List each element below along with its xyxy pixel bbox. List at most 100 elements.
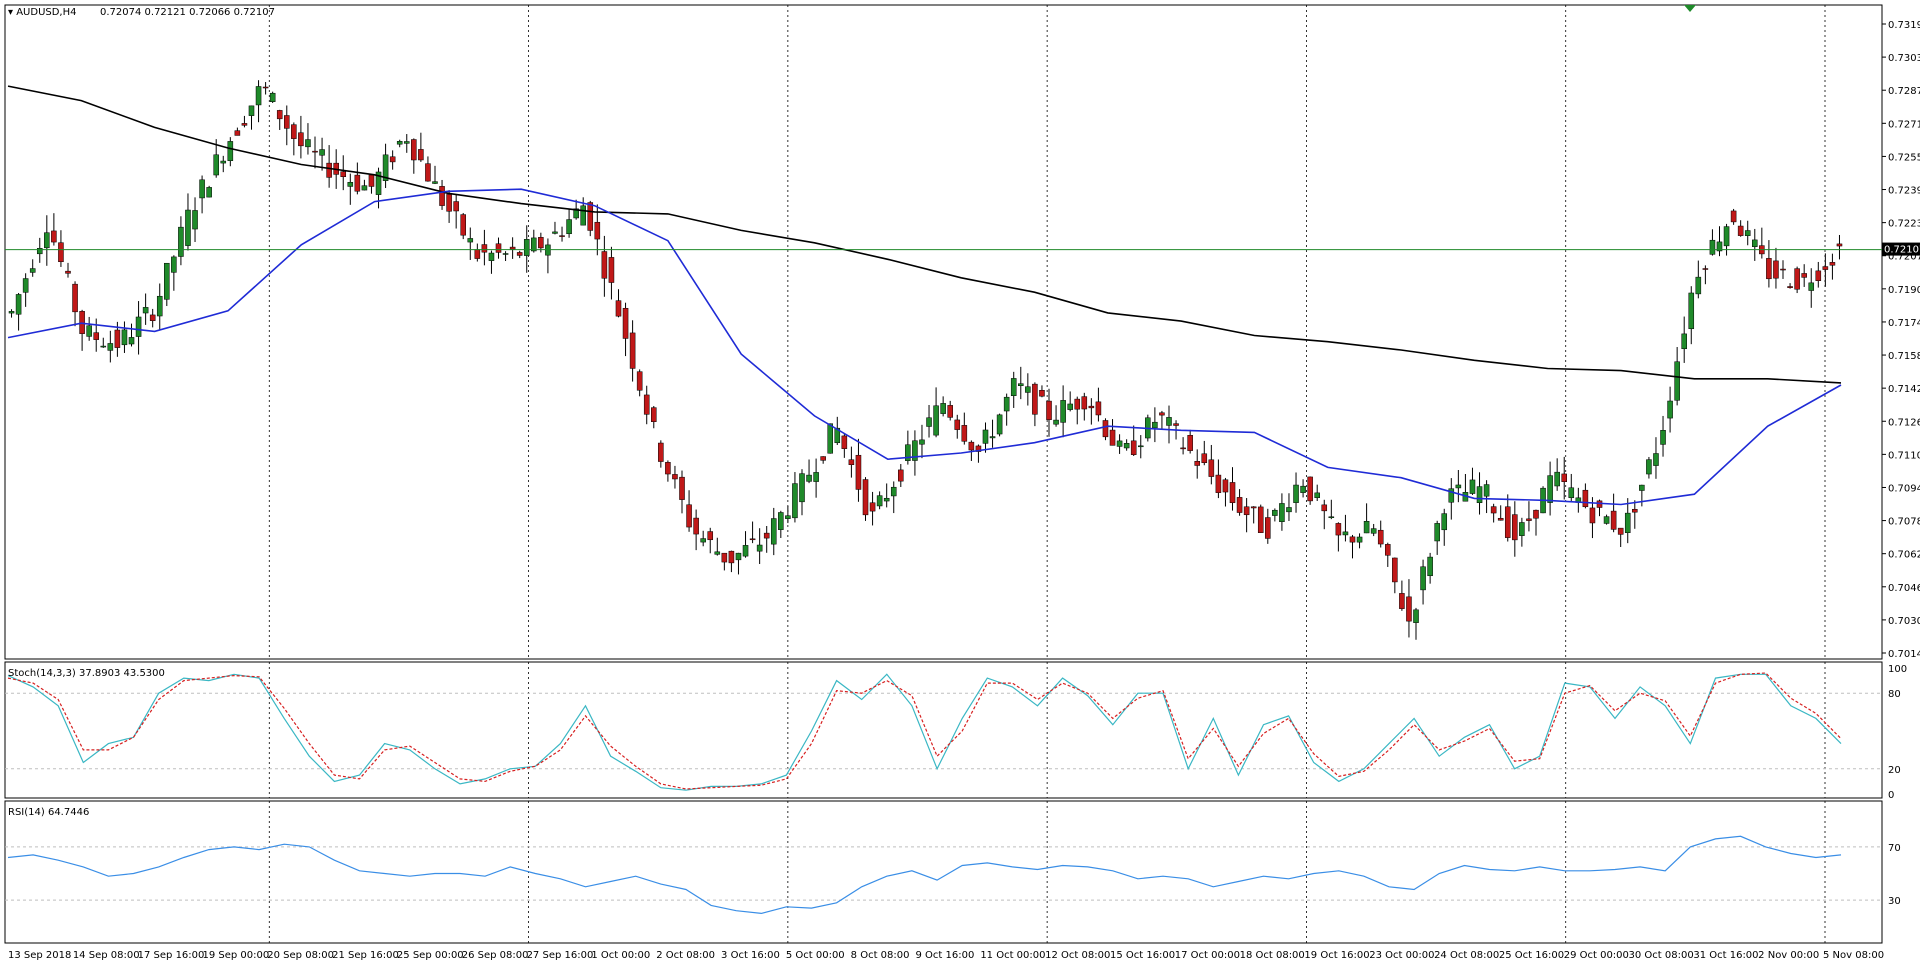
- time-tick-label: 15 Oct 16:00: [1110, 950, 1175, 961]
- bear-candle: [1088, 405, 1095, 409]
- bull-candle: [213, 154, 219, 176]
- bear-candle: [516, 252, 523, 256]
- bear-candle: [1194, 461, 1200, 466]
- bull-candle: [785, 515, 791, 519]
- bear-candle: [495, 243, 502, 253]
- bear-candle: [608, 257, 615, 283]
- bull-candle: [905, 444, 911, 461]
- bear-candle: [453, 201, 459, 212]
- bear-candle: [389, 156, 396, 163]
- bull-candle: [305, 139, 311, 148]
- bull-candle: [778, 512, 784, 530]
- bull-candle: [319, 149, 325, 156]
- bear-candle: [1236, 497, 1243, 513]
- main-pane-border: [4, 4, 1883, 660]
- bull-candle: [1695, 276, 1702, 295]
- bear-candle: [291, 124, 297, 139]
- bull-candle: [1328, 516, 1335, 518]
- bear-candle: [1829, 262, 1836, 266]
- bear-candle: [954, 419, 961, 430]
- bear-candle: [1836, 243, 1843, 247]
- bear-candle: [312, 150, 318, 153]
- stoch-tick-label: 20: [1888, 765, 1901, 776]
- price-tick-label: 0.72715: [1888, 119, 1920, 130]
- bull-candle: [396, 141, 403, 145]
- time-tick-label: 26 Sep 08:00: [462, 950, 529, 961]
- bear-candle: [58, 242, 64, 263]
- time-tick-label: 30 Oct 08:00: [1629, 950, 1694, 961]
- bull-candle: [44, 232, 50, 249]
- bull-candle: [1688, 292, 1695, 330]
- bull-candle: [1363, 521, 1370, 534]
- chart-shift-marker[interactable]: [1684, 5, 1696, 12]
- bear-candle: [284, 115, 290, 129]
- bear-candle: [276, 110, 283, 120]
- bull-candle: [220, 160, 227, 164]
- price-tick-label: 0.70465: [1888, 583, 1920, 594]
- bear-candle: [51, 230, 57, 243]
- time-tick-label: 9 Oct 16:00: [916, 950, 975, 961]
- bull-candle: [1455, 484, 1462, 489]
- bull-candle: [121, 329, 128, 346]
- bull-candle: [933, 405, 939, 436]
- bear-candle: [1561, 473, 1567, 482]
- bull-candle: [1272, 509, 1278, 516]
- bear-candle: [1822, 266, 1829, 270]
- bull-candle: [1300, 485, 1306, 493]
- bull-candle: [206, 187, 212, 198]
- bull-candle: [361, 185, 368, 191]
- bear-candle: [601, 251, 608, 279]
- price-tick-label: 0.73195: [1888, 20, 1920, 31]
- bear-candle: [1265, 517, 1271, 539]
- moving-averages: [7, 85, 1842, 506]
- time-tick-label: 19 Sep 00:00: [202, 950, 269, 961]
- bear-candle: [1399, 593, 1405, 609]
- price-tick-label: 0.71105: [1888, 450, 1920, 461]
- bear-candle: [1589, 507, 1596, 524]
- stoch-tick-label: 80: [1888, 689, 1901, 700]
- bull-candle: [100, 345, 107, 348]
- bull-candle: [531, 237, 537, 252]
- price-tick-label: 0.71905: [1888, 285, 1920, 296]
- bear-candle: [1102, 420, 1109, 438]
- bear-candle: [1504, 506, 1511, 538]
- bull-candle: [940, 403, 946, 414]
- bear-candle: [1130, 440, 1137, 455]
- bear-candle: [1385, 544, 1391, 556]
- bull-candle: [1286, 507, 1292, 513]
- stoch-signal-line: [7, 672, 1842, 790]
- time-tick-label: 23 Oct 00:00: [1369, 950, 1434, 961]
- candles[interactable]: [8, 80, 1843, 640]
- bear-candle: [1737, 225, 1744, 236]
- bear-candle: [587, 202, 594, 231]
- bear-candle: [1321, 504, 1328, 512]
- bull-candle: [756, 544, 763, 552]
- bear-candle: [1392, 557, 1398, 583]
- bear-candle: [1187, 435, 1193, 451]
- bull-candle: [1639, 484, 1645, 491]
- price-tick-label: 0.70140: [1888, 649, 1920, 660]
- time-tick-label: 12 Oct 08:00: [1045, 950, 1110, 961]
- bull-candle: [178, 226, 184, 257]
- price-tick-label: 0.71585: [1888, 351, 1920, 362]
- bear-candle: [481, 244, 488, 253]
- price-tick-label: 0.70625: [1888, 550, 1920, 561]
- bull-candle: [164, 262, 170, 300]
- bull-candle: [1723, 226, 1730, 247]
- bull-candle: [1314, 492, 1320, 498]
- bull-candle: [1420, 566, 1426, 591]
- bear-candle: [1243, 506, 1250, 516]
- rsi-tick-label: 30: [1888, 896, 1901, 907]
- bull-candle: [467, 238, 474, 243]
- bull-candle: [523, 239, 530, 256]
- bull-candle: [171, 256, 177, 273]
- time-tick-label: 24 Oct 08:00: [1434, 950, 1499, 961]
- time-tick-label: 18 Oct 08:00: [1240, 950, 1305, 961]
- bear-candle: [93, 332, 99, 340]
- bull-candle: [128, 337, 135, 345]
- bull-candle: [199, 179, 205, 199]
- bull-candle: [919, 439, 925, 445]
- time-tick-label: 5 Oct 00:00: [786, 950, 845, 961]
